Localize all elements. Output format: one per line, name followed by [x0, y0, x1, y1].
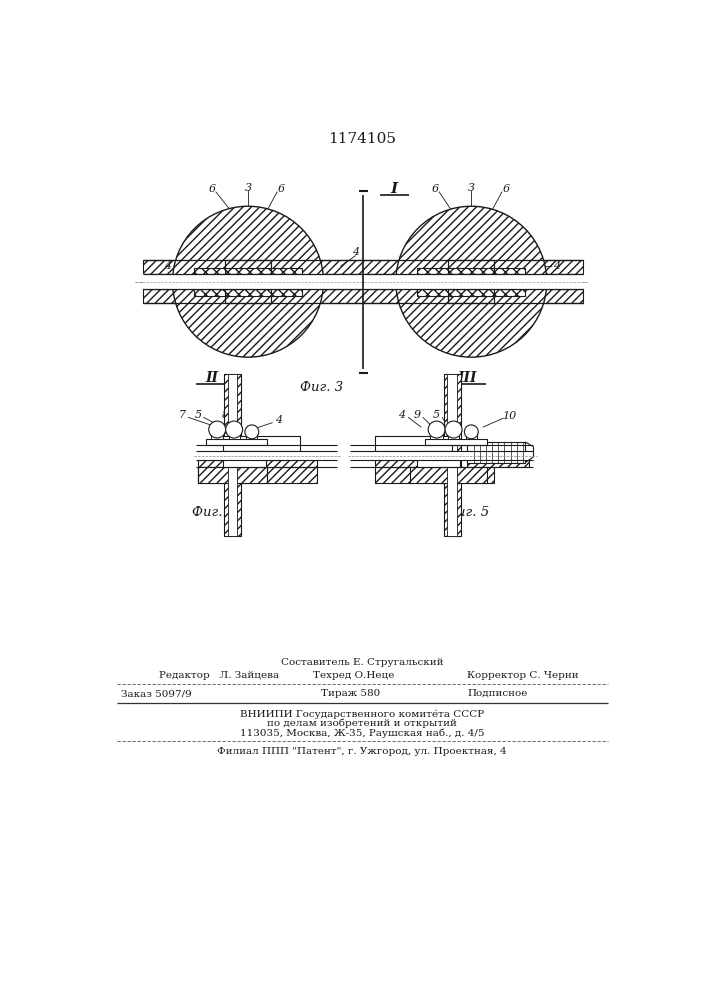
Bar	[417, 289, 525, 296]
Text: ВНИИПИ Государственного комите́та СССР: ВНИИПИ Государственного комите́та СССР	[240, 710, 484, 719]
Bar	[223, 451, 266, 466]
Text: 4: 4	[163, 261, 170, 271]
Bar	[375, 436, 452, 451]
Text: Редактор   Л. Зайцева: Редактор Л. Зайцева	[160, 671, 279, 680]
Circle shape	[245, 425, 259, 439]
Text: II: II	[205, 371, 218, 385]
Text: 4: 4	[541, 273, 548, 283]
Bar	[143, 274, 583, 289]
Bar	[143, 274, 583, 289]
Circle shape	[445, 421, 462, 438]
Bar	[431, 433, 443, 439]
Text: Фиг. 5: Фиг. 5	[446, 506, 489, 519]
Text: 4: 4	[553, 261, 561, 271]
Bar	[417, 268, 525, 274]
Bar	[194, 289, 302, 296]
Bar	[352, 451, 533, 460]
Circle shape	[226, 421, 243, 438]
Text: по делам изобретений и открытий: по делам изобретений и открытий	[267, 719, 457, 728]
Bar	[194, 268, 302, 274]
Text: Составитель Е. Стругальский: Составитель Е. Стругальский	[281, 658, 443, 667]
Text: I: I	[391, 182, 398, 196]
Text: 4: 4	[275, 415, 282, 425]
Circle shape	[209, 421, 226, 438]
Bar	[198, 460, 259, 466]
Bar	[448, 260, 494, 303]
Text: 3: 3	[245, 183, 252, 193]
Bar	[225, 260, 271, 303]
Text: III: III	[457, 371, 477, 385]
Bar	[467, 460, 529, 466]
Bar	[211, 433, 223, 439]
Bar	[448, 433, 459, 439]
Text: 7: 7	[179, 410, 186, 420]
Text: 8: 8	[221, 410, 228, 420]
Bar	[467, 442, 525, 463]
Bar	[448, 274, 494, 289]
Text: Фиг. 4: Фиг. 4	[192, 506, 235, 519]
Text: Подписное: Подписное	[467, 689, 528, 698]
Text: 6: 6	[431, 184, 438, 194]
Text: Корректор С. Черни: Корректор С. Черни	[467, 671, 579, 680]
Bar	[375, 460, 437, 466]
Bar	[198, 466, 267, 483]
Text: 4: 4	[352, 247, 359, 257]
Bar	[224, 374, 241, 536]
Text: Заказ 5097/9: Заказ 5097/9	[121, 689, 192, 698]
Bar	[143, 289, 583, 303]
Text: Тираж 580: Тираж 580	[321, 689, 380, 698]
Bar	[466, 433, 477, 439]
Text: 6: 6	[209, 184, 216, 194]
Text: Техред О.Неце: Техред О.Неце	[313, 671, 395, 680]
Bar	[223, 436, 300, 451]
Bar	[143, 260, 583, 274]
Text: 5: 5	[433, 410, 440, 420]
Bar	[229, 433, 240, 439]
Bar	[198, 451, 333, 460]
Text: 113035, Москва, Ж-35, Раушская наб., д. 4/5: 113035, Москва, Ж-35, Раушская наб., д. …	[240, 728, 484, 738]
Text: 10: 10	[503, 411, 517, 421]
Text: 9: 9	[414, 410, 421, 420]
Bar	[443, 374, 460, 536]
Bar	[198, 466, 317, 483]
Text: 1174105: 1174105	[328, 132, 396, 146]
Text: Фиг. 3: Фиг. 3	[300, 381, 343, 394]
Bar	[228, 374, 238, 536]
Bar	[425, 439, 486, 445]
Text: 6: 6	[503, 184, 510, 194]
Circle shape	[396, 206, 547, 357]
Bar	[417, 451, 460, 466]
Bar	[247, 433, 257, 439]
Bar	[409, 466, 486, 483]
Bar	[448, 374, 457, 536]
Circle shape	[173, 206, 324, 357]
Text: 3: 3	[468, 183, 475, 193]
Text: 6: 6	[278, 184, 285, 194]
Bar	[225, 274, 271, 289]
Bar	[206, 439, 267, 445]
Bar	[375, 466, 494, 483]
Text: Филиал ППП "Патент", г. Ужгород, ул. Проектная, 4: Филиал ППП "Патент", г. Ужгород, ул. Про…	[217, 747, 507, 756]
Circle shape	[464, 425, 478, 439]
Circle shape	[428, 421, 445, 438]
Text: 5: 5	[194, 410, 201, 420]
Text: 4: 4	[399, 410, 406, 420]
Bar	[256, 460, 317, 466]
